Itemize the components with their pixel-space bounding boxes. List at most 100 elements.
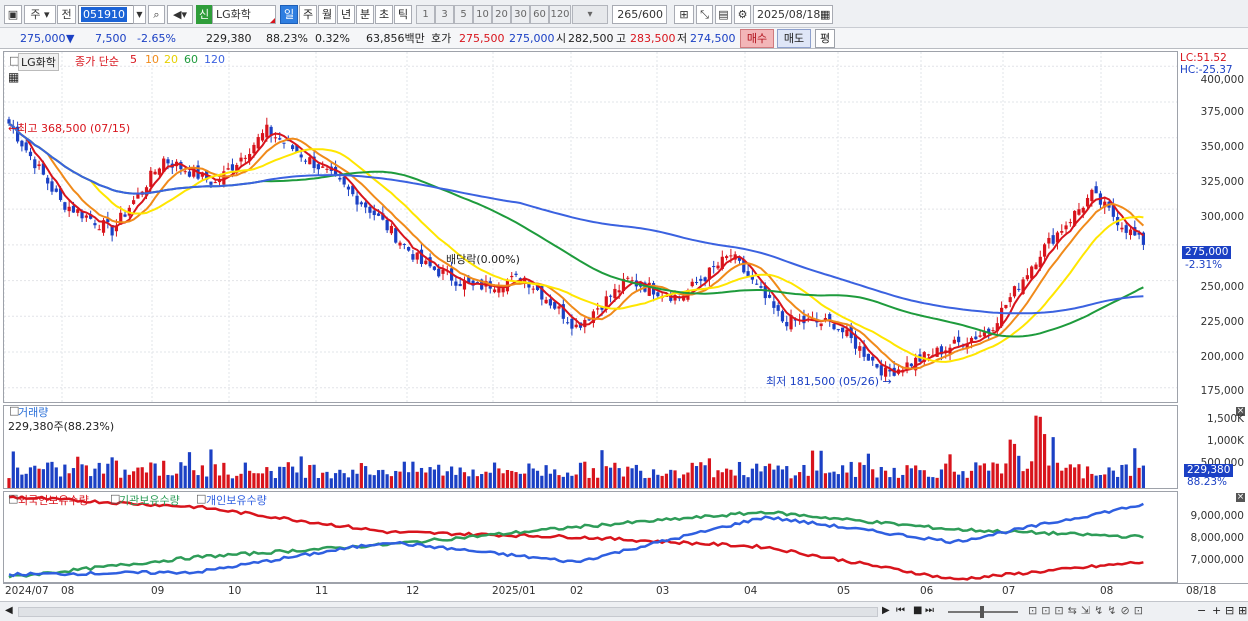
ma10-line (8, 122, 1145, 370)
zoom-out-icon[interactable]: ⤡ (696, 5, 713, 24)
price-chart[interactable] (4, 52, 1177, 402)
grid-toggle-icon[interactable]: ▦ (8, 70, 20, 84)
candle-body (570, 318, 574, 329)
volume-bar (127, 474, 131, 488)
scroll-start-icon[interactable]: ⏭ (925, 605, 934, 616)
tab-period-second[interactable]: 초 (375, 5, 393, 24)
period-type-select[interactable]: 주 ▾ (24, 5, 56, 24)
volume-bar (1120, 464, 1124, 488)
candle-body (1047, 237, 1051, 244)
candle-body (359, 202, 363, 205)
speaker-icon[interactable]: ◀▾ (167, 5, 193, 24)
code-dropdown-icon[interactable]: ▼ (133, 5, 146, 24)
sell-button[interactable]: 매도 (777, 29, 811, 48)
volume-bar (316, 478, 320, 488)
volume-bar (591, 468, 595, 488)
date-input[interactable]: 2025/08/18 (753, 5, 833, 24)
candle-body (969, 337, 974, 343)
tab-period-month[interactable]: 월 (318, 5, 336, 24)
count-input[interactable]: 265/600 (612, 5, 667, 24)
ma120-line (8, 122, 1144, 315)
volume-bar (617, 468, 621, 488)
holding-panel[interactable] (3, 491, 1178, 583)
ma60-legend: 60 (184, 53, 198, 66)
candle-body (737, 256, 742, 261)
candle-body (467, 276, 471, 284)
expand-icon[interactable]: ⊞ (1238, 604, 1248, 617)
fit-icon[interactable]: ⊟ (1225, 604, 1235, 617)
candle-body (24, 142, 28, 151)
interval-120[interactable]: 120 (549, 5, 571, 24)
eval-button[interactable]: 평 (815, 29, 835, 48)
volume-bar (841, 465, 845, 488)
scroll-end-icon[interactable]: ⏮ (896, 605, 905, 616)
zoom-in-icon[interactable]: ⊞ (674, 5, 694, 24)
drawing-tools-icon[interactable]: ⊡⊡⊡⇆⇲↯↯⊘⊡ (1028, 604, 1147, 617)
interval-3[interactable]: 3 (435, 5, 454, 24)
interval-custom-select[interactable]: ▾ (572, 5, 608, 24)
volume-bar (46, 462, 50, 488)
calendar-icon[interactable]: ▦ (820, 8, 831, 21)
volume-bar (1034, 415, 1038, 488)
buy-button[interactable]: 매수 (740, 29, 774, 48)
gear-icon[interactable]: ⚙ (734, 5, 751, 24)
volume-yaxis: × 1,500K 1,000K 500,000 229,380 88.23% (1178, 405, 1248, 489)
zoom-slider-handle[interactable] (980, 606, 984, 618)
candle-body (802, 315, 806, 324)
interval-1[interactable]: 1 (416, 5, 435, 24)
volume-bar (660, 475, 664, 488)
volume-bar (312, 464, 316, 488)
tab-period-year[interactable]: 년 (337, 5, 355, 24)
volume-bar (1098, 475, 1103, 488)
volume-chart[interactable] (4, 406, 1177, 488)
volume-panel[interactable] (3, 405, 1178, 489)
volume-bar (449, 466, 454, 488)
holding-panel-close-icon[interactable]: × (1236, 492, 1245, 502)
volume-bar (428, 467, 432, 488)
candle-body (497, 288, 501, 293)
candle-body (548, 299, 553, 306)
interval-30[interactable]: 30 (511, 5, 530, 24)
tab-period-tick[interactable]: 틱 (394, 5, 412, 24)
scroll-left-icon[interactable]: ◀ (5, 605, 13, 616)
tab-period-minute[interactable]: 분 (356, 5, 374, 24)
volume-bar (351, 469, 355, 488)
price-panel-name: LG화학 (18, 53, 59, 71)
zoom-out-small-icon[interactable]: − (1197, 604, 1207, 617)
candle-body (957, 336, 961, 343)
interval-5[interactable]: 5 (454, 5, 473, 24)
volume-bar (492, 462, 497, 488)
prev-button[interactable]: 전 (57, 5, 76, 24)
stock-name-field[interactable]: LG화학 (212, 5, 276, 24)
volume-bar (295, 472, 299, 488)
candle-body (462, 281, 467, 290)
candle-body (372, 210, 376, 216)
volume-bar (596, 477, 600, 488)
volume-bar (750, 468, 754, 488)
holding-chart[interactable] (4, 492, 1177, 582)
interval-60[interactable]: 60 (530, 5, 549, 24)
stock-code-input[interactable]: 051910 (78, 5, 145, 24)
panel-close-icon[interactable]: □ (9, 54, 20, 67)
interval-20[interactable]: 20 (492, 5, 511, 24)
candle-body (200, 172, 204, 177)
tab-period-week[interactable]: 주 (299, 5, 317, 24)
volume-bar (952, 471, 956, 488)
window-icon[interactable]: ▣ (4, 5, 22, 24)
candle-body (58, 188, 63, 200)
stop-icon[interactable]: ■ (913, 605, 923, 616)
scroll-right-icon[interactable]: ▶ (882, 605, 890, 616)
search-icon[interactable]: ⌕ (148, 5, 165, 24)
volume-bar (926, 476, 931, 488)
volume-panel-close-icon[interactable]: × (1236, 406, 1245, 416)
scrollbar-track[interactable] (18, 607, 878, 617)
holding-panel-icon: □ (8, 492, 19, 505)
save-icon[interactable]: ▤ (715, 5, 732, 24)
volume-bar (1000, 473, 1004, 488)
candle-body (342, 176, 346, 185)
volume-bar (467, 476, 471, 488)
price-panel[interactable] (3, 51, 1178, 403)
zoom-in-small-icon[interactable]: + (1212, 604, 1222, 617)
tab-period-day[interactable]: 일 (280, 5, 298, 24)
interval-10[interactable]: 10 (473, 5, 492, 24)
